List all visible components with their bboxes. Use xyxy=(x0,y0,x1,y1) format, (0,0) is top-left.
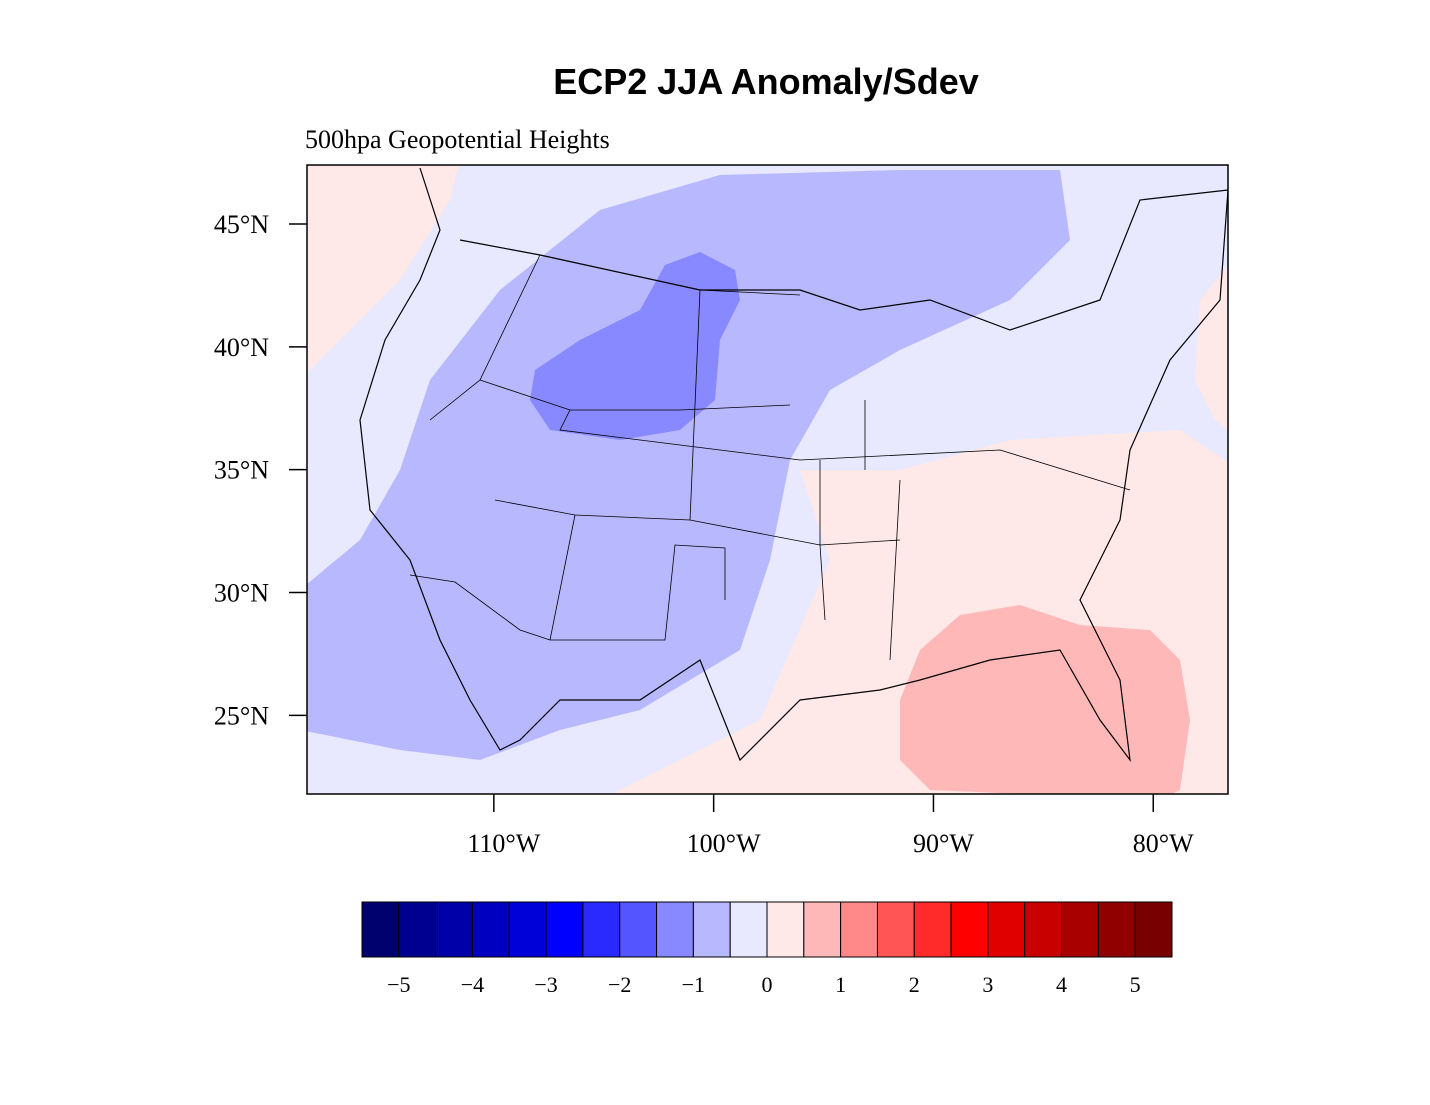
colorbar-box xyxy=(950,901,989,958)
title: ECP2 JJA Anomaly/Sdev xyxy=(553,61,979,102)
colorbar-box xyxy=(1024,901,1063,958)
x-tick-label: 110°W xyxy=(467,829,540,858)
y-tick-label: 40°N xyxy=(214,333,269,362)
colorbar-label: −2 xyxy=(608,972,631,997)
colorbar-box xyxy=(766,901,805,958)
contour-region xyxy=(530,252,740,440)
colorbar-box xyxy=(1134,901,1173,958)
colorbar-box xyxy=(692,901,731,958)
colorbar-label: 0 xyxy=(762,972,773,997)
colorbar-box xyxy=(435,901,473,958)
colorbar-box xyxy=(361,901,400,958)
colorbar-box xyxy=(876,901,915,958)
colorbar-label: 4 xyxy=(1056,972,1067,997)
state-borders xyxy=(409,239,1131,661)
map-area xyxy=(307,165,1228,794)
y-tick-label: 45°N xyxy=(214,210,269,239)
colorbar-box xyxy=(987,901,1026,958)
colorbar-label: 5 xyxy=(1130,972,1141,997)
y-tick-label: 30°N xyxy=(214,579,269,608)
colorbar-label: 3 xyxy=(982,972,993,997)
map-frame xyxy=(306,164,1229,795)
colorbar-label: 2 xyxy=(909,972,920,997)
x-tick-label: 100°W xyxy=(687,829,761,858)
colorbar-box xyxy=(582,901,621,958)
colorbar-box xyxy=(803,901,842,958)
colorbar-label: −1 xyxy=(682,972,705,997)
contour-region xyxy=(307,170,1070,760)
colorbar-box xyxy=(656,901,694,958)
y-tick-label: 25°N xyxy=(214,701,269,730)
x-tick-label: 80°W xyxy=(1133,829,1194,858)
colorbar-box xyxy=(1061,901,1099,958)
colorbar-box xyxy=(508,901,547,958)
contour-region xyxy=(307,165,459,373)
colorbar-box xyxy=(471,901,510,958)
colorbar-box xyxy=(840,901,878,958)
colorbar-label: −4 xyxy=(461,972,484,997)
colorbar-box xyxy=(545,901,584,958)
colorbar-label: −5 xyxy=(387,972,410,997)
contour-region xyxy=(900,605,1190,794)
y-tick-label: 35°N xyxy=(214,456,269,485)
x-tick-label: 90°W xyxy=(913,829,974,858)
colorbar-label: 1 xyxy=(835,972,846,997)
colorbar-box xyxy=(729,901,768,958)
contour-region xyxy=(1195,265,1228,431)
colorbar-label: −3 xyxy=(534,972,557,997)
colorbar-box xyxy=(398,901,437,958)
colorbar-box xyxy=(1097,901,1136,958)
colorbar-box xyxy=(913,901,952,958)
subtitle: 500hpa Geopotential Heights xyxy=(305,125,610,154)
coastline xyxy=(359,167,1228,763)
colorbar-box xyxy=(619,901,658,958)
